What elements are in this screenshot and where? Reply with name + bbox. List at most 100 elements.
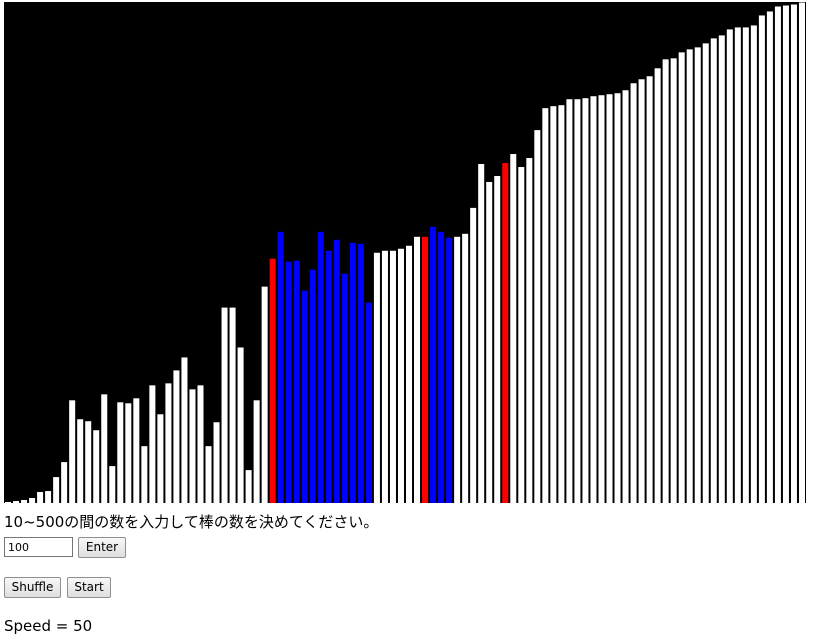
bar xyxy=(85,421,92,503)
bar xyxy=(325,250,332,503)
bar xyxy=(750,25,757,503)
bar xyxy=(365,302,372,503)
bar xyxy=(317,231,324,503)
bar xyxy=(101,394,108,503)
bar xyxy=(61,462,68,503)
bar xyxy=(494,175,501,503)
bar xyxy=(502,163,509,503)
bar xyxy=(742,27,749,503)
bar xyxy=(438,231,445,503)
bar xyxy=(69,400,76,503)
bar xyxy=(381,250,388,503)
bar xyxy=(205,446,212,503)
bar xyxy=(630,83,637,503)
bar xyxy=(430,226,437,503)
bar xyxy=(758,15,765,503)
bar xyxy=(454,236,461,503)
start-button[interactable]: Start xyxy=(67,577,111,598)
bar xyxy=(766,11,773,503)
bar xyxy=(253,400,260,503)
bar xyxy=(406,245,413,503)
bar xyxy=(790,4,797,503)
bar xyxy=(558,105,565,503)
bar xyxy=(269,258,276,503)
bar xyxy=(726,29,733,503)
speed-readout: Speed = 50 xyxy=(4,617,93,635)
bar-chart-canvas xyxy=(4,2,806,503)
bar xyxy=(245,470,252,503)
bar xyxy=(109,466,116,503)
bar xyxy=(229,307,236,503)
bar xyxy=(678,52,685,503)
bar xyxy=(373,252,380,503)
bar xyxy=(149,385,156,503)
bar xyxy=(798,2,805,503)
bar xyxy=(718,35,725,503)
bar xyxy=(93,430,100,503)
bar xyxy=(189,389,196,503)
bar xyxy=(349,242,356,503)
bar xyxy=(446,237,453,503)
bar xyxy=(117,402,124,503)
bar xyxy=(157,414,164,503)
bar xyxy=(670,58,677,503)
bar xyxy=(293,260,300,503)
bar xyxy=(622,90,629,503)
bar xyxy=(542,108,549,503)
bar xyxy=(462,233,469,503)
bar xyxy=(470,207,477,503)
bar-count-input[interactable] xyxy=(4,537,73,557)
bar xyxy=(606,94,613,503)
bars-group xyxy=(5,2,805,503)
enter-button[interactable]: Enter xyxy=(78,537,126,558)
bar xyxy=(686,49,693,503)
bar xyxy=(125,403,132,503)
bar xyxy=(37,492,44,503)
bar xyxy=(357,243,364,503)
bar xyxy=(550,106,557,503)
bar xyxy=(141,446,148,503)
bar xyxy=(638,79,645,503)
bar xyxy=(598,95,605,503)
bar xyxy=(285,261,292,503)
bar xyxy=(710,38,717,503)
bar xyxy=(566,99,573,503)
bar xyxy=(13,501,20,503)
canvas-background xyxy=(4,2,806,503)
bar xyxy=(77,419,84,503)
bar xyxy=(518,167,525,503)
bar xyxy=(774,6,781,503)
bar xyxy=(53,477,60,503)
bar xyxy=(526,158,533,503)
bar xyxy=(181,357,188,503)
bar xyxy=(301,290,308,503)
bar xyxy=(694,47,701,503)
bar xyxy=(261,286,268,503)
bar xyxy=(702,43,709,503)
bar xyxy=(486,181,493,503)
bar xyxy=(389,250,396,503)
bar xyxy=(45,491,52,503)
bar xyxy=(574,99,581,503)
bar xyxy=(654,68,661,503)
bar xyxy=(646,76,653,503)
bar xyxy=(534,130,541,503)
bar xyxy=(614,93,621,503)
bar xyxy=(29,498,36,503)
bar xyxy=(165,383,172,503)
bar xyxy=(478,164,485,503)
bar xyxy=(173,370,180,503)
bar xyxy=(277,231,284,503)
bar xyxy=(590,96,597,503)
bar xyxy=(662,59,669,503)
bar xyxy=(237,347,244,503)
bar xyxy=(221,307,228,503)
bar xyxy=(422,236,429,503)
bar xyxy=(197,385,204,503)
bar xyxy=(582,98,589,503)
bar xyxy=(734,27,741,503)
bar xyxy=(341,273,348,503)
bar xyxy=(21,500,28,503)
bar xyxy=(213,422,220,503)
shuffle-button[interactable]: Shuffle xyxy=(4,577,61,598)
